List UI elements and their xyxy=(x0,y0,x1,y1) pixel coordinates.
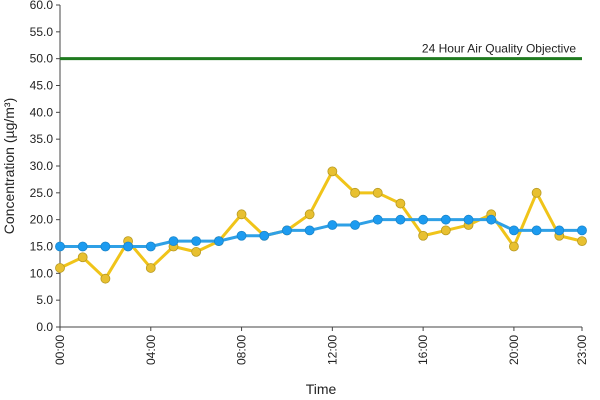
y-tick-label: 5.0 xyxy=(36,293,53,307)
series-2-point xyxy=(509,225,519,236)
y-tick-label: 60.0 xyxy=(30,0,54,12)
y-tick-label: 55.0 xyxy=(30,25,54,39)
air-quality-objective-label: 24 Hour Air Quality Objective xyxy=(422,42,576,56)
y-tick-label: 20.0 xyxy=(30,213,54,227)
y-tick-label: 40.0 xyxy=(30,105,54,119)
x-tick-label: 20:00 xyxy=(507,335,521,365)
series-2-point xyxy=(327,220,338,230)
y-axis-title: Concentration (µg/m³) xyxy=(1,98,17,234)
series-1-point xyxy=(577,236,587,247)
x-axis-ticks: 00:00 04:00 08:00 12:00 16:00 20:00 23:00 xyxy=(53,327,589,365)
y-tick-label: 10.0 xyxy=(30,266,54,280)
series-2-point xyxy=(259,230,270,241)
series-1-point xyxy=(236,209,247,220)
y-tick-label: 45.0 xyxy=(30,79,54,93)
x-tick-label: 23:00 xyxy=(575,335,589,365)
series-2-point xyxy=(123,241,133,252)
y-tick-label: 0.0 xyxy=(36,320,53,334)
series-1-point xyxy=(440,225,451,236)
series-2-point xyxy=(554,225,565,236)
series-1-point xyxy=(327,166,338,177)
series-2-point xyxy=(395,214,406,225)
series-1-point xyxy=(191,246,202,257)
series-1-point xyxy=(304,209,315,220)
x-tick-label: 00:00 xyxy=(53,335,67,365)
series-1-point xyxy=(372,187,383,198)
y-tick-label: 15.0 xyxy=(30,240,54,254)
series-2-point xyxy=(236,230,247,241)
x-tick-label: 12:00 xyxy=(325,335,339,365)
series-2-point xyxy=(577,225,587,236)
series-2-point xyxy=(531,225,542,236)
x-tick-label: 04:00 xyxy=(144,335,158,365)
series-1-point xyxy=(418,230,429,241)
series-2-point xyxy=(463,214,474,225)
y-tick-label: 35.0 xyxy=(30,132,54,146)
series-1-point xyxy=(531,187,542,198)
series-2-point xyxy=(168,236,179,247)
series-2-point xyxy=(304,225,315,236)
series-1-point xyxy=(509,241,519,252)
series-2-point xyxy=(282,225,292,236)
x-axis-title: Time xyxy=(306,381,337,397)
series-2-point xyxy=(350,220,360,230)
series-1-point xyxy=(395,198,406,209)
series-2-point xyxy=(372,214,383,225)
series-2-point xyxy=(77,241,88,252)
y-tick-label: 25.0 xyxy=(30,186,54,200)
series-2-point xyxy=(145,241,156,252)
series-layer xyxy=(55,166,587,284)
series-1-point xyxy=(145,263,156,273)
series-2-point xyxy=(440,214,451,225)
series-2-point xyxy=(191,236,202,247)
series-1-point xyxy=(350,187,360,198)
x-tick-label: 16:00 xyxy=(416,335,430,365)
series-2-point xyxy=(418,214,429,225)
series-2-point xyxy=(213,236,224,247)
series-1-point xyxy=(100,273,111,284)
y-tick-label: 30.0 xyxy=(30,159,54,173)
series-1-point xyxy=(55,263,65,273)
series-1-point xyxy=(77,252,88,263)
series-2-point xyxy=(486,214,497,225)
y-tick-label: 50.0 xyxy=(30,52,54,66)
y-axis-ticks: 0.0 5.0 10.0 15.0 20.0 25.0 30.0 35.0 40.0 45.0 50… xyxy=(30,0,60,334)
x-tick-label: 08:00 xyxy=(235,335,249,365)
series-2-point xyxy=(55,241,65,252)
series-2-point xyxy=(100,241,111,252)
